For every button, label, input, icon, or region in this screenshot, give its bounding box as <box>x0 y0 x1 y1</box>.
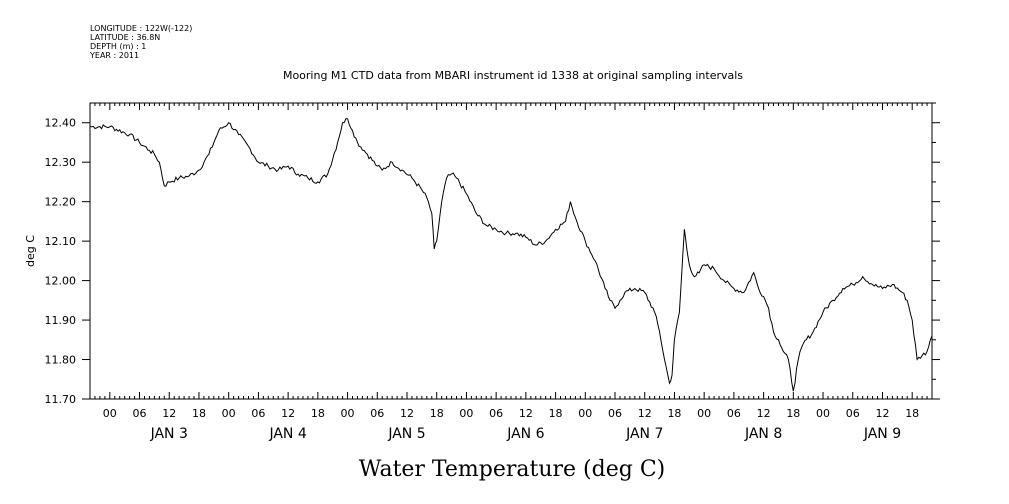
plot-frame <box>89 102 933 400</box>
x-tick-label: 00 <box>816 407 830 420</box>
x-tick-label: 00 <box>697 407 711 420</box>
x-tick-label: 06 <box>133 407 147 420</box>
x-tick-label: 12 <box>400 407 414 420</box>
x-axis-day-labels: JAN 3 JAN 4 JAN 5 JAN 6 JAN 7 JAN 8 JAN 9 <box>150 426 902 442</box>
x-tick-label: 12 <box>519 407 533 420</box>
y-axis-tick-labels: 11.70 11.80 11.90 12.00 12.10 12.20 12.30 12.40 <box>45 117 77 406</box>
x-tick-label: 06 <box>251 407 265 420</box>
y-axis-label: deg C <box>24 235 37 267</box>
x-tick-label: 18 <box>905 407 919 420</box>
x-day-label: JAN 3 <box>150 426 188 442</box>
year-label: YEAR : 2011 <box>89 51 139 60</box>
x-tick-label: 00 <box>578 407 592 420</box>
y-tick-label: 12.20 <box>45 196 77 209</box>
x-tick-label: 18 <box>192 407 206 420</box>
x-tick-label: 00 <box>222 407 236 420</box>
x-tick-label: 06 <box>370 407 384 420</box>
y-tick-label: 12.30 <box>45 156 77 169</box>
x-day-label: JAN 8 <box>744 426 782 442</box>
x-tick-label: 18 <box>667 407 681 420</box>
x-tick-label: 18 <box>311 407 325 420</box>
longitude-label: LONGITUDE : 122W(-122) <box>90 24 192 33</box>
y-tick-label: 12.00 <box>45 275 77 288</box>
x-tick-label: 06 <box>727 407 741 420</box>
x-tick-label: 12 <box>757 407 771 420</box>
x-tick-label: 06 <box>489 407 503 420</box>
x-day-label: JAN 9 <box>863 426 901 442</box>
x-axis-label: Water Temperature (deg C) <box>359 457 666 482</box>
x-tick-label: 12 <box>638 407 652 420</box>
y-tick-label: 12.10 <box>45 235 77 248</box>
x-tick-label: 12 <box>875 407 889 420</box>
x-day-label: JAN 7 <box>625 426 663 442</box>
series-line-water-temperature <box>90 118 933 392</box>
y-tick-label: 11.70 <box>45 393 77 406</box>
x-tick-label: 06 <box>608 407 622 420</box>
depth-label: DEPTH (m) : 1 <box>90 42 146 51</box>
x-day-label: JAN 6 <box>506 426 544 442</box>
y-tick-label: 12.40 <box>45 117 77 130</box>
x-tick-label: 00 <box>103 407 117 420</box>
x-tick-label: 06 <box>846 407 860 420</box>
y-tick-label: 11.90 <box>45 314 77 327</box>
x-tick-label: 18 <box>786 407 800 420</box>
y-axis-ticks <box>82 102 940 400</box>
x-day-label: JAN 5 <box>387 426 425 442</box>
x-tick-label: 00 <box>341 407 355 420</box>
x-day-label: JAN 4 <box>268 426 306 442</box>
x-tick-label: 18 <box>430 407 444 420</box>
x-tick-label: 18 <box>549 407 563 420</box>
x-axis-ticks <box>89 103 933 399</box>
x-tick-label: 12 <box>162 407 176 420</box>
x-axis-hour-labels: 00 06 12 18 00 06 12 18 00 06 12 18 00 06 12 18 00 06 12 18… <box>103 407 919 420</box>
latitude-label: LATITUDE : 36.8N <box>90 33 160 42</box>
x-tick-label: 00 <box>459 407 473 420</box>
x-tick-label: 12 <box>281 407 295 420</box>
y-tick-label: 11.80 <box>45 354 77 367</box>
chart-title: Mooring M1 CTD data from MBARI instrumen… <box>283 69 743 82</box>
